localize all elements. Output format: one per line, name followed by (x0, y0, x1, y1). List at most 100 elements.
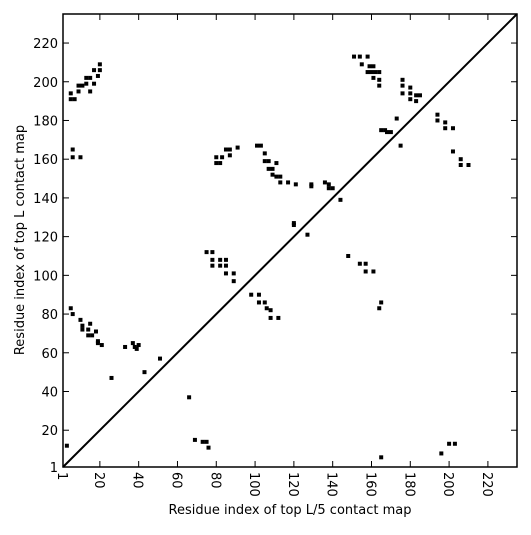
x-tick-label: 200 (440, 472, 455, 497)
contact-point (231, 271, 236, 276)
contact-point (256, 300, 261, 305)
contact-point (435, 112, 440, 117)
contact-point (270, 172, 275, 177)
contact-point (68, 306, 73, 311)
contact-point (88, 321, 93, 326)
x-tick-label: 60 (168, 472, 183, 489)
contact-point (400, 77, 405, 82)
contact-point (78, 317, 83, 322)
contact-point (218, 161, 223, 166)
contact-point (417, 93, 422, 98)
x-tick-label: 80 (207, 472, 222, 489)
y-axis-label: Residue index of top L contact map (13, 125, 28, 355)
contact-point (363, 261, 368, 266)
contact-point (214, 155, 219, 160)
plot-frame (62, 13, 518, 468)
contact-point (97, 62, 102, 67)
contact-point (262, 151, 267, 156)
contact-point (363, 269, 368, 274)
contact-point (400, 91, 405, 96)
contact-point (291, 223, 296, 228)
y-tick-label: 220 (33, 37, 58, 52)
contact-point (458, 157, 463, 162)
contact-point (76, 83, 81, 88)
contact-point (214, 161, 219, 166)
contact-point (408, 85, 413, 90)
contact-point (365, 70, 370, 75)
contact-point (76, 89, 81, 94)
contact-point (447, 441, 452, 446)
contact-point (227, 147, 232, 152)
contact-point (373, 70, 378, 75)
contact-point (309, 182, 314, 187)
diagonal (62, 13, 518, 468)
contact-point (218, 263, 223, 268)
x-tick-label: 20 (91, 472, 106, 489)
contact-point (220, 155, 225, 160)
contact-point (371, 75, 376, 80)
contact-point (330, 186, 335, 191)
contact-point (235, 145, 240, 150)
contact-point (90, 333, 95, 338)
contact-point (385, 130, 390, 135)
contact-point (414, 99, 419, 104)
x-tick-label: 180 (401, 472, 416, 497)
contact-point (352, 54, 357, 59)
contact-point (365, 54, 370, 59)
contact-point (134, 346, 139, 351)
contact-point (439, 451, 444, 456)
contact-point (200, 439, 205, 444)
contact-point (357, 261, 362, 266)
y-tick-label: 160 (33, 153, 58, 168)
contact-point (379, 300, 384, 305)
contact-point (223, 257, 228, 262)
contact-point (305, 232, 310, 237)
contact-point (338, 197, 343, 202)
contact-point (357, 54, 362, 59)
contact-point (70, 155, 75, 160)
contact-point (286, 180, 291, 185)
contact-point (78, 155, 83, 160)
contact-point (249, 292, 254, 297)
contact-point (68, 91, 73, 96)
contact-point (86, 327, 91, 332)
contact-point (158, 356, 163, 361)
contact-point (414, 93, 419, 98)
contact-point (223, 263, 228, 268)
contact-point (371, 64, 376, 69)
contact-point (268, 315, 273, 320)
y-tick-label: 60 (41, 347, 58, 362)
contact-point (187, 395, 192, 400)
contact-point (206, 445, 211, 450)
contact-point (80, 327, 85, 332)
contact-point (258, 143, 263, 148)
x-axis-label: Residue index of top L/5 contact map (169, 503, 412, 518)
contact-point (377, 306, 382, 311)
contact-point (274, 174, 279, 179)
contact-point (377, 70, 382, 75)
contact-point (80, 83, 85, 88)
contact-point (255, 143, 260, 148)
contact-point (276, 315, 281, 320)
contact-point (210, 263, 215, 268)
contact-point (262, 300, 267, 305)
contact-point (398, 143, 403, 148)
contact-point (68, 97, 73, 102)
contact-point (369, 70, 374, 75)
contact-point (231, 279, 236, 284)
y-tick-label: 180 (33, 114, 58, 129)
y-tick-label: 40 (41, 386, 58, 401)
contact-point (210, 257, 215, 262)
x-tick-label: 140 (324, 472, 339, 497)
y-tick-label: 120 (33, 231, 58, 246)
contact-point (377, 77, 382, 82)
x-tick-label: 100 (246, 472, 261, 497)
contact-point (326, 182, 331, 187)
contact-point (408, 97, 413, 102)
y-tick-label: 140 (33, 192, 58, 207)
contact-point (218, 257, 223, 262)
contact-point (435, 118, 440, 123)
contact-point (450, 126, 455, 131)
contact-point (256, 292, 261, 297)
